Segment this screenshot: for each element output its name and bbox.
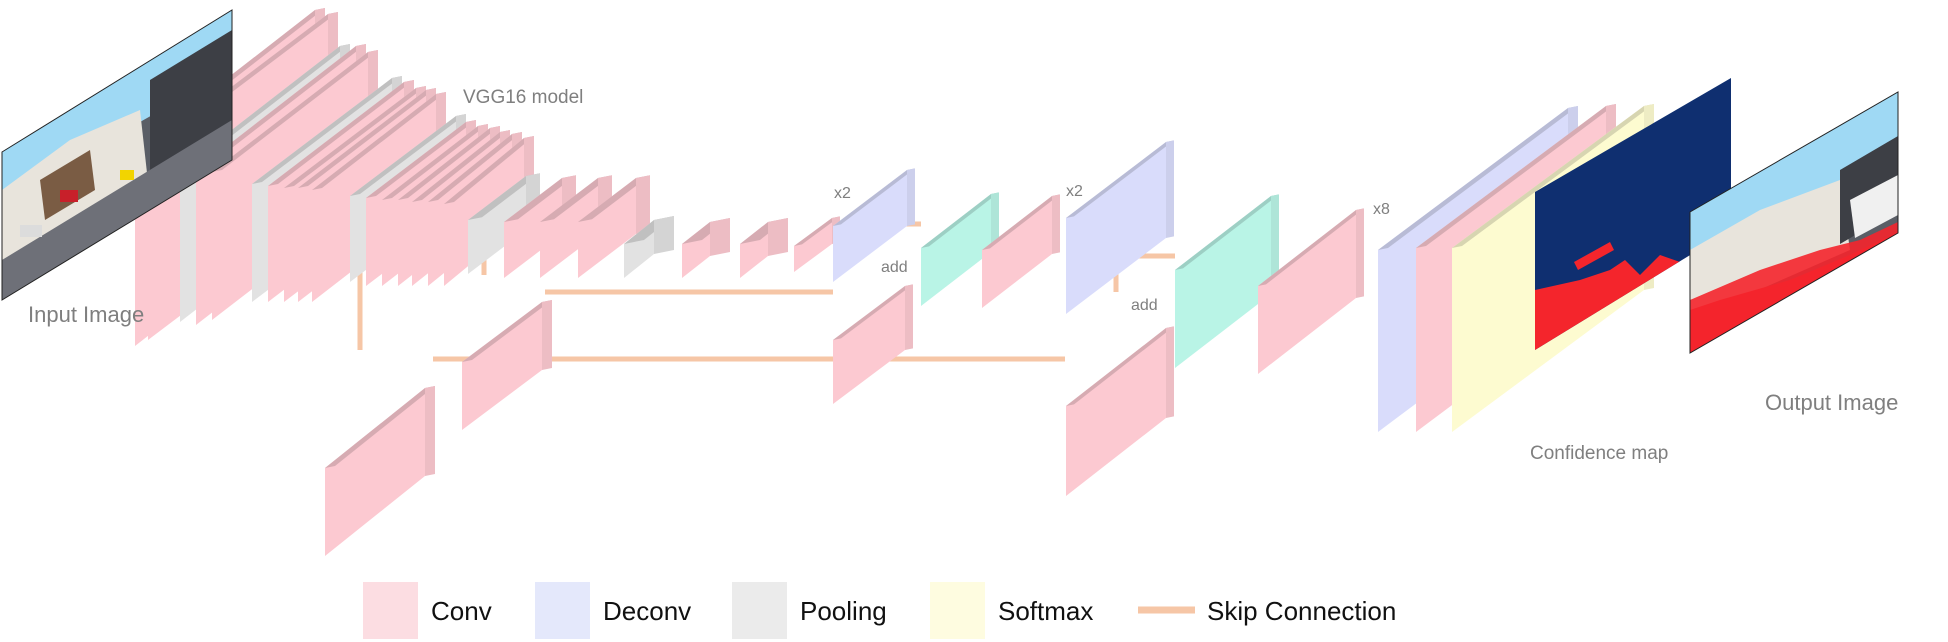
confidence-map-label: Confidence map <box>1530 443 1668 464</box>
legend-item-softmax: Softmax <box>930 582 1093 639</box>
legend-item-deconv: Deconv <box>535 582 691 639</box>
conv-layer <box>682 218 730 278</box>
input-image-label: Input Image <box>28 302 144 327</box>
legend-swatch-pooling <box>732 582 787 639</box>
skip-conv-pool3 <box>325 386 435 556</box>
upsample-x8-label: x8 <box>1373 201 1390 218</box>
network-blocks <box>135 8 1654 556</box>
legend-item-pooling: Pooling <box>732 582 887 639</box>
legend-swatch-deconv <box>535 582 590 639</box>
legend: Conv Deconv Pooling Softmax Skip Connect… <box>363 582 1396 639</box>
legend-label-pooling: Pooling <box>800 596 887 626</box>
upsample-x2-label: x2 <box>834 185 851 202</box>
skip-conv-pool4 <box>462 300 552 430</box>
output-image-label: Output Image <box>1765 390 1898 415</box>
conv-layer <box>740 218 788 278</box>
conv-layer <box>1258 208 1364 374</box>
add-layer-2 <box>1175 194 1279 368</box>
output-image <box>1689 91 1899 354</box>
deconv-x2-layer-2 <box>1066 140 1174 314</box>
legend-item-skip-connection: Skip Connection <box>1138 596 1396 626</box>
add-label-2: add <box>1131 297 1158 314</box>
skip-fuse-conv-2 <box>1066 326 1174 496</box>
conv-layer <box>578 175 650 278</box>
legend-swatch-conv <box>363 582 418 639</box>
upsample-x2-label-2: x2 <box>1066 183 1083 200</box>
add-layer <box>921 192 999 306</box>
add-label: add <box>881 259 908 276</box>
legend-item-conv: Conv <box>363 582 492 639</box>
legend-label-skip-connection: Skip Connection <box>1207 596 1396 626</box>
legend-label-softmax: Softmax <box>998 596 1093 626</box>
model-label: VGG16 model <box>463 87 583 108</box>
legend-swatch-softmax <box>930 582 985 639</box>
legend-label-deconv: Deconv <box>603 596 691 626</box>
conv-layer <box>982 194 1060 308</box>
deconv-x2-layer <box>833 168 915 282</box>
legend-label-conv: Conv <box>431 596 492 626</box>
skip-fuse-conv <box>833 284 913 404</box>
pooling-layer <box>624 216 674 278</box>
